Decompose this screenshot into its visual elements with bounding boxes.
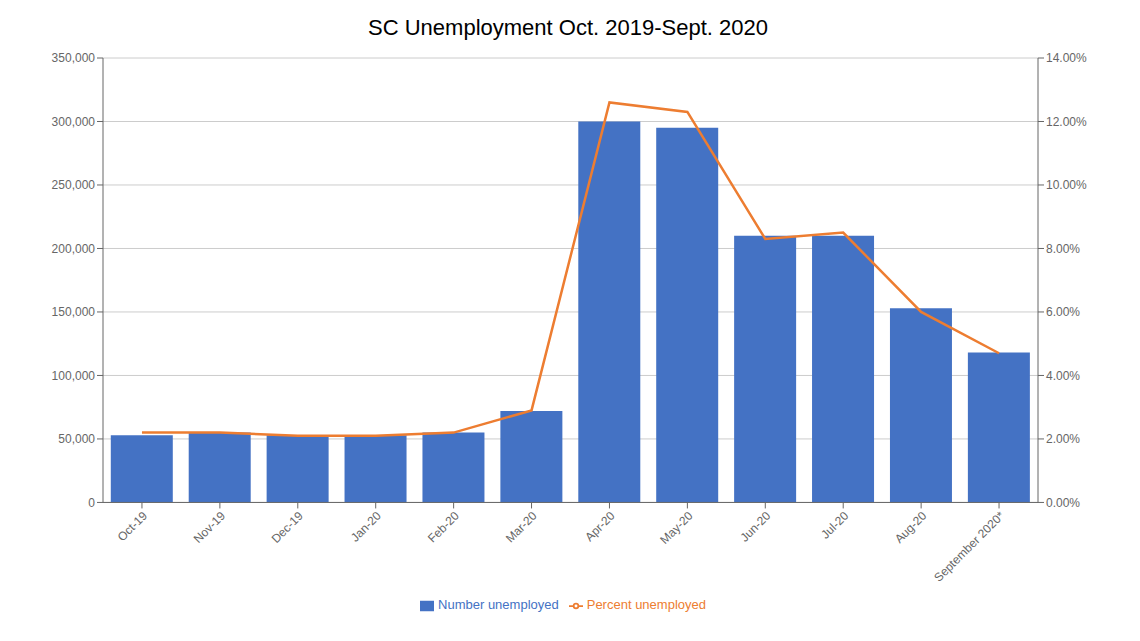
svg-text:Jul-20: Jul-20: [818, 508, 851, 541]
svg-text:Apr-20: Apr-20: [582, 508, 618, 544]
html-text:Percent unemployed: Percent unemployed: [586, 597, 706, 613]
svg-text:6.00%: 6.00%: [1046, 305, 1080, 319]
svg-text:50,000: 50,000: [58, 432, 95, 446]
svg-text:Mar-20: Mar-20: [503, 508, 540, 545]
html-text:SC Unemployment Oct. 2019-Sept: SC Unemployment Oct. 2019-Sept. 2020: [368, 15, 768, 40]
svg-text:Nov-19: Nov-19: [191, 508, 228, 545]
svg-text:Feb-20: Feb-20: [425, 508, 462, 545]
svg-text:150,000: 150,000: [52, 305, 96, 319]
svg-text:0: 0: [88, 496, 95, 510]
svg-text:12.00%: 12.00%: [1046, 115, 1087, 129]
svg-text:200,000: 200,000: [52, 242, 96, 256]
html-text:Number unemployed: Number unemployed: [438, 597, 559, 613]
svg-text:300,000: 300,000: [52, 115, 96, 129]
svg-text:2.00%: 2.00%: [1046, 432, 1080, 446]
svg-text:350,000: 350,000: [52, 51, 96, 65]
svg-text:Oct-19: Oct-19: [115, 508, 151, 544]
svg-text:September 2020*: September 2020*: [931, 508, 1007, 584]
svg-text:May-20: May-20: [657, 508, 695, 546]
svg-text:100,000: 100,000: [52, 369, 96, 383]
svg-text:14.00%: 14.00%: [1046, 51, 1087, 65]
svg-text:0.00%: 0.00%: [1046, 496, 1080, 510]
svg-text:Jan-20: Jan-20: [348, 508, 384, 544]
svg-text:8.00%: 8.00%: [1046, 242, 1080, 256]
svg-text:Aug-20: Aug-20: [892, 508, 929, 545]
svg-text:Dec-19: Dec-19: [269, 508, 306, 545]
svg-text:Jun-20: Jun-20: [738, 508, 774, 544]
svg-text:10.00%: 10.00%: [1046, 178, 1087, 192]
svg-text:250,000: 250,000: [52, 178, 96, 192]
svg-text:4.00%: 4.00%: [1046, 369, 1080, 383]
